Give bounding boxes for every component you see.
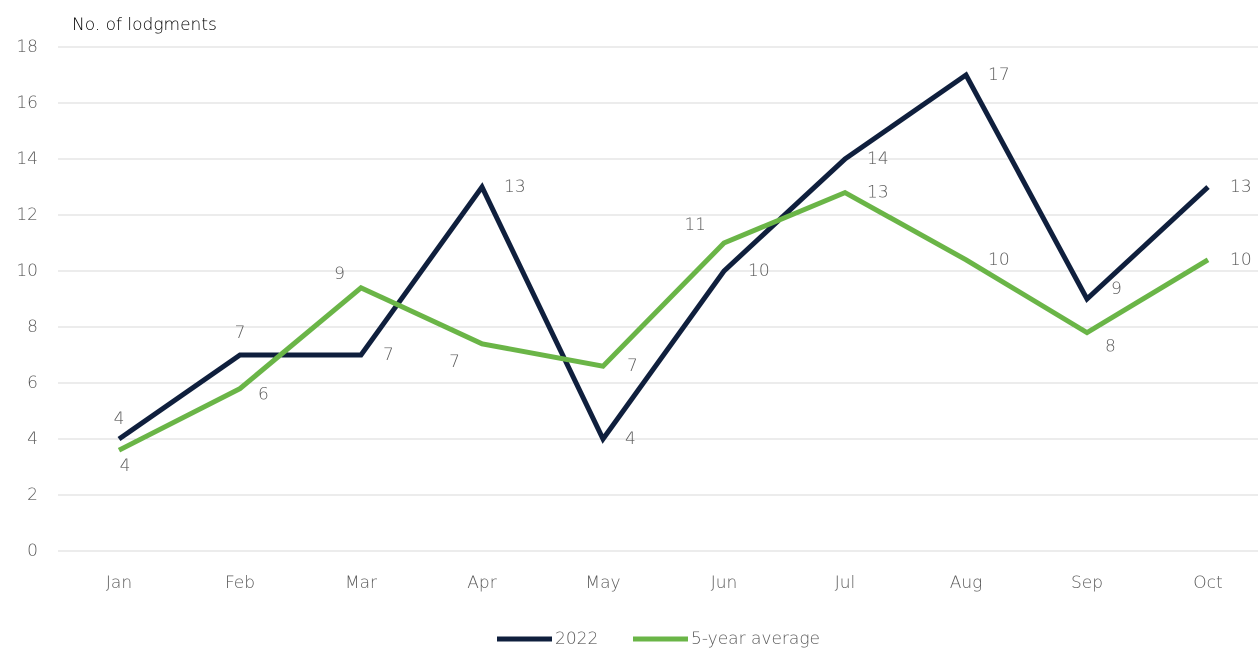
x-tick-label: Jan: [106, 573, 132, 593]
x-tick-label: Feb: [225, 573, 255, 593]
x-tick-label: Oct: [1193, 573, 1222, 593]
x-tick-label: Jul: [835, 573, 856, 593]
x-tick-label: May: [585, 573, 620, 593]
y-tick-label: 16: [16, 93, 38, 113]
data-label: 13: [504, 177, 526, 197]
data-label: 7: [235, 323, 246, 343]
data-label: 10: [748, 261, 770, 281]
line-series: [117, 71, 1210, 444]
x-tick-label: Jun: [711, 573, 738, 593]
data-label: 9: [334, 264, 345, 284]
legend-label: 2022: [555, 629, 598, 649]
x-tick-label: Aug: [950, 573, 983, 593]
data-label: 4: [114, 409, 125, 429]
data-label: 8: [1105, 337, 1116, 357]
line-series: [117, 189, 1210, 453]
x-tick-label: Apr: [467, 573, 496, 593]
data-label: 13: [1230, 177, 1252, 197]
y-tick-label: 18: [16, 37, 38, 57]
data-label: 13: [867, 183, 889, 203]
y-tick-label: 12: [16, 205, 38, 225]
data-label: 4: [120, 456, 131, 476]
legend-label: 5-year average: [691, 629, 820, 649]
y-tick-label: 0: [27, 541, 38, 561]
data-label: 10: [1230, 250, 1252, 270]
y-tick-label: 2: [27, 485, 38, 505]
data-label: 6: [258, 385, 269, 405]
y-tick-label: 14: [16, 149, 38, 169]
y-tick-label: 6: [27, 373, 38, 393]
data-label: 7: [449, 352, 460, 372]
data-label: 7: [627, 356, 638, 376]
x-tick-label: Mar: [345, 573, 377, 593]
y-axis-title: No. of lodgments: [72, 15, 217, 35]
y-tick-label: 10: [16, 261, 38, 281]
y-tick-label: 8: [27, 317, 38, 337]
data-label: 4: [625, 429, 636, 449]
data-label: 17: [988, 65, 1010, 85]
data-label: 10: [988, 250, 1010, 270]
x-tick-label: Sep: [1071, 573, 1103, 593]
data-label: 7: [383, 345, 394, 365]
y-tick-label: 4: [27, 429, 38, 449]
data-label: 14: [867, 149, 889, 169]
data-label: 11: [684, 215, 706, 235]
data-label: 9: [1111, 279, 1122, 299]
